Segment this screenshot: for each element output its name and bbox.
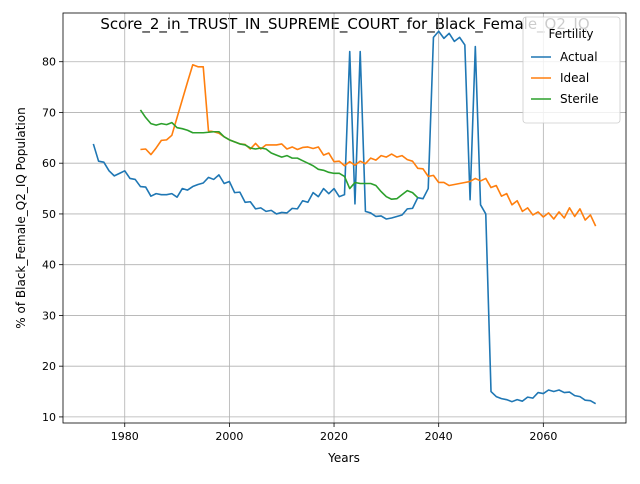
y-tick-label: 70 bbox=[42, 106, 56, 119]
legend-title: Fertility bbox=[548, 27, 593, 41]
y-tick-label: 60 bbox=[42, 157, 56, 170]
x-tick-label: 2060 bbox=[529, 430, 557, 443]
legend: Fertility Actual Ideal Sterile bbox=[522, 16, 621, 124]
y-tick-label: 30 bbox=[42, 309, 56, 322]
x-tick-label: 2020 bbox=[320, 430, 348, 443]
x-tick-label: 1980 bbox=[111, 430, 139, 443]
y-axis-label: % of Black_Female_Q2_IQ Population bbox=[14, 107, 28, 328]
x-axis-label: Years bbox=[327, 451, 360, 465]
series-group bbox=[92, 30, 597, 405]
x-axis: 1980 2000 2020 2040 2060 bbox=[111, 423, 557, 443]
y-tick-label: 40 bbox=[42, 259, 56, 272]
legend-entries: Actual Ideal Sterile bbox=[531, 50, 599, 106]
x-tick-label: 2040 bbox=[425, 430, 453, 443]
plot-frame bbox=[62, 12, 627, 424]
legend-box bbox=[522, 16, 621, 124]
y-tick-label: 80 bbox=[42, 56, 56, 69]
series-line-actual bbox=[92, 30, 597, 405]
y-tick-label: 10 bbox=[42, 411, 56, 424]
y-axis: 10 20 30 40 50 60 70 80 bbox=[42, 56, 63, 424]
legend-label-ideal: Ideal bbox=[560, 71, 589, 85]
chart-title: Score_2_in_TRUST_IN_SUPREME_COURT_for_Bl… bbox=[100, 15, 589, 34]
y-tick-label: 50 bbox=[42, 208, 56, 221]
x-tick-label: 2000 bbox=[215, 430, 243, 443]
y-tick-label: 20 bbox=[42, 360, 56, 373]
legend-label-sterile: Sterile bbox=[560, 92, 599, 106]
series-line-sterile bbox=[139, 109, 419, 201]
legend-label-actual: Actual bbox=[560, 50, 598, 64]
